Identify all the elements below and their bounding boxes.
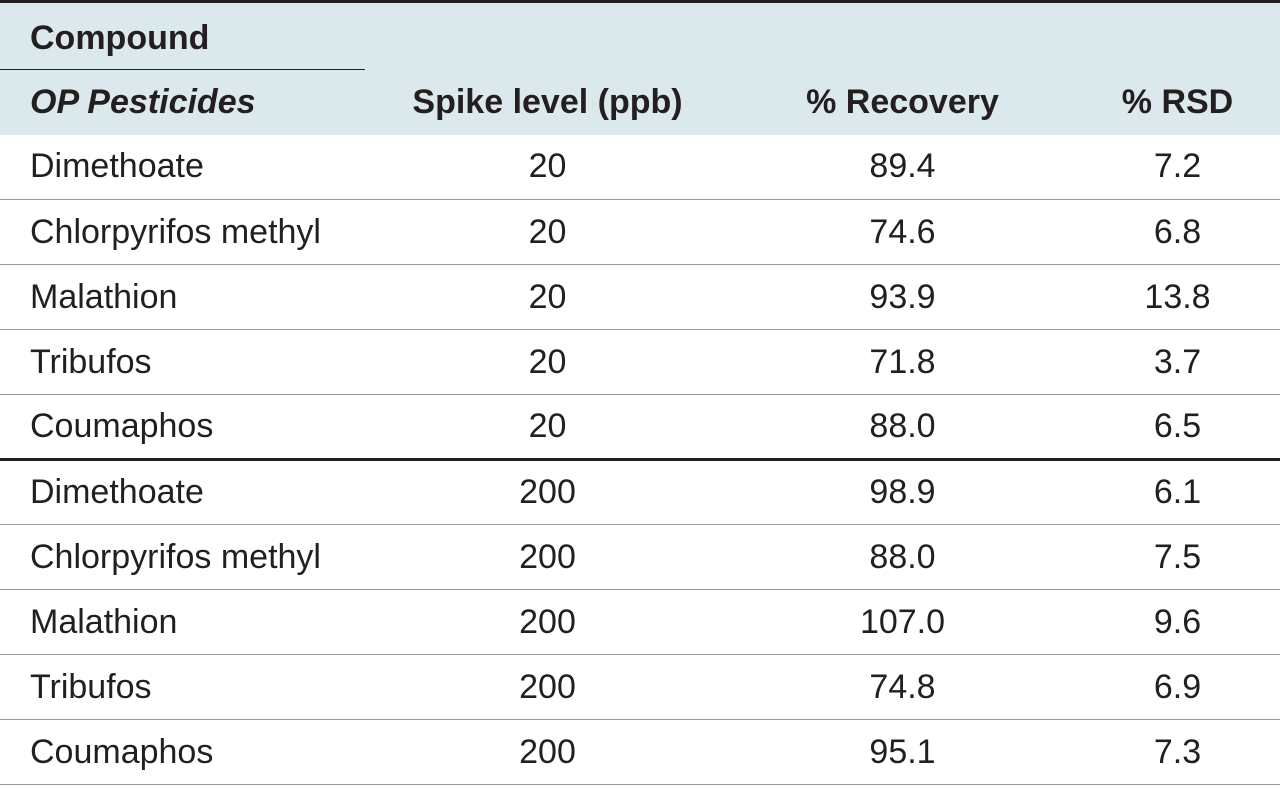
recovery-cell: 74.8 (730, 654, 1075, 720)
compound-cell: Chlorpyrifos methyl (0, 524, 365, 590)
rsd-cell: 7.5 (1075, 524, 1280, 590)
compound-cell: Malathion (0, 264, 365, 330)
table-body: Dimethoate 20 89.4 7.2 Chlorpyrifos methyl 20… (0, 135, 1280, 785)
spike-level-cell: 200 (365, 654, 730, 720)
header-blank (365, 0, 1280, 70)
recovery-cell: 95.1 (730, 719, 1075, 785)
spike-level-cell: 20 (365, 329, 730, 395)
compound-cell: Coumaphos (0, 394, 365, 460)
table-header: Compound OP Pesticides Spike level (ppb)… (0, 0, 1280, 135)
compound-cell: Dimethoate (30, 147, 204, 186)
recovery-cell: 98.9 (730, 458, 1075, 525)
spike-level-cell: 20 (365, 199, 730, 265)
spike-level-cell: 20 (528, 147, 567, 186)
spike-level-header: Spike level (ppb) (365, 69, 730, 135)
table-row: Malathion 20 93.9 13.8 (0, 264, 1280, 330)
table-row: Dimethoate 20 89.4 7.2 (0, 135, 1280, 200)
compound-cell: Coumaphos (0, 719, 365, 785)
rsd-cell: 6.5 (1075, 394, 1280, 460)
compound-cell: Chlorpyrifos methyl (0, 199, 365, 265)
recovery-cell: 89.4 (869, 147, 936, 186)
compound-cell: Dimethoate (0, 458, 365, 525)
compound-cell: Tribufos (0, 654, 365, 720)
rsd-cell: 9.6 (1075, 589, 1280, 655)
recovery-cell: 93.9 (730, 264, 1075, 330)
rsd-cell: 6.9 (1075, 654, 1280, 720)
header-row-compound: Compound (0, 0, 1280, 70)
category-subheading: OP Pesticides (0, 69, 365, 135)
table-row: Dimethoate 200 98.9 6.1 (0, 458, 1280, 525)
spike-level-cell: 20 (365, 394, 730, 460)
table-row: Chlorpyrifos methyl 200 88.0 7.5 (0, 524, 1280, 590)
table-row: Tribufos 20 71.8 3.7 (0, 329, 1280, 395)
table-row: Tribufos 200 74.8 6.9 (0, 654, 1280, 720)
compound-cell: Malathion (0, 589, 365, 655)
rsd-header: % RSD (1075, 69, 1280, 135)
rsd-cell: 13.8 (1075, 264, 1280, 330)
spike-level-cell: 200 (365, 524, 730, 590)
rsd-cell: 7.3 (1075, 719, 1280, 785)
spike-level-cell: 20 (365, 264, 730, 330)
compound-header: Compound (0, 0, 365, 70)
table-row: Chlorpyrifos methyl 20 74.6 6.8 (0, 199, 1280, 265)
rsd-cell: 6.1 (1075, 458, 1280, 525)
spike-level-cell: 200 (365, 458, 730, 525)
rsd-cell: 3.7 (1075, 329, 1280, 395)
recovery-cell: 107.0 (730, 589, 1075, 655)
header-row-columns: OP Pesticides Spike level (ppb) % Recove… (0, 69, 1280, 135)
table-row: Malathion 200 107.0 9.6 (0, 589, 1280, 655)
spike-level-cell: 200 (365, 589, 730, 655)
recovery-cell: 74.6 (730, 199, 1075, 265)
table-row: Coumaphos 200 95.1 7.3 (0, 719, 1280, 785)
recovery-cell: 71.8 (730, 329, 1075, 395)
rsd-cell: 7.2 (1153, 147, 1202, 186)
recovery-cell: 88.0 (730, 524, 1075, 590)
compound-cell: Tribufos (0, 329, 365, 395)
recovery-header: % Recovery (730, 69, 1075, 135)
recovery-cell: 88.0 (730, 394, 1075, 460)
rsd-cell: 6.8 (1075, 199, 1280, 265)
spike-level-cell: 200 (365, 719, 730, 785)
table-row: Coumaphos 20 88.0 6.5 (0, 394, 1280, 460)
